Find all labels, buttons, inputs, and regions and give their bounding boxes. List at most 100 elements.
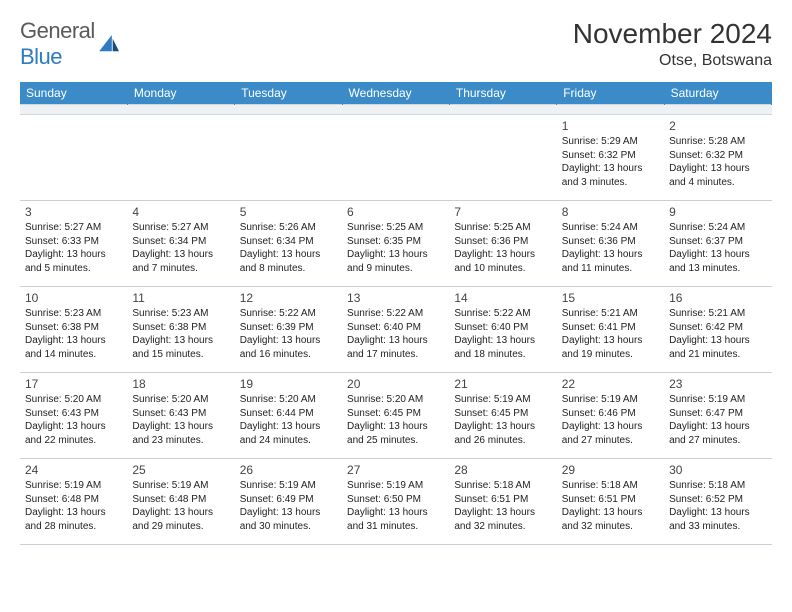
sunrise-text: Sunrise: 5:24 AM (669, 221, 766, 235)
sunset-text: Sunset: 6:49 PM (240, 493, 337, 507)
day-cell: 23Sunrise: 5:19 AMSunset: 6:47 PMDayligh… (664, 373, 771, 459)
day-cell: 10Sunrise: 5:23 AMSunset: 6:38 PMDayligh… (20, 287, 127, 373)
day-cell: 20Sunrise: 5:20 AMSunset: 6:45 PMDayligh… (342, 373, 449, 459)
sunrise-text: Sunrise: 5:19 AM (132, 479, 229, 493)
day-cell: 11Sunrise: 5:23 AMSunset: 6:38 PMDayligh… (127, 287, 234, 373)
sunset-text: Sunset: 6:46 PM (562, 407, 659, 421)
daylight-text: Daylight: 13 hours and 5 minutes. (25, 248, 122, 275)
day-cell (20, 115, 127, 201)
daylight-text: Daylight: 13 hours and 26 minutes. (454, 420, 551, 447)
sail-icon (99, 35, 121, 53)
day-cell: 15Sunrise: 5:21 AMSunset: 6:41 PMDayligh… (557, 287, 664, 373)
sunrise-text: Sunrise: 5:19 AM (454, 393, 551, 407)
sunset-text: Sunset: 6:51 PM (562, 493, 659, 507)
sunrise-text: Sunrise: 5:18 AM (669, 479, 766, 493)
day-number: 18 (132, 376, 229, 392)
spacer-row (20, 105, 772, 115)
title-block: November 2024 Otse, Botswana (573, 18, 772, 70)
day-number: 23 (669, 376, 766, 392)
sunset-text: Sunset: 6:43 PM (132, 407, 229, 421)
sunrise-text: Sunrise: 5:27 AM (132, 221, 229, 235)
day-number: 11 (132, 290, 229, 306)
daylight-text: Daylight: 13 hours and 27 minutes. (562, 420, 659, 447)
day-number: 15 (562, 290, 659, 306)
day-cell: 9Sunrise: 5:24 AMSunset: 6:37 PMDaylight… (664, 201, 771, 287)
sunset-text: Sunset: 6:48 PM (25, 493, 122, 507)
day-number: 7 (454, 204, 551, 220)
week-row: 10Sunrise: 5:23 AMSunset: 6:38 PMDayligh… (20, 287, 772, 373)
day-number: 24 (25, 462, 122, 478)
day-cell: 2Sunrise: 5:28 AMSunset: 6:32 PMDaylight… (664, 115, 771, 201)
daylight-text: Daylight: 13 hours and 31 minutes. (347, 506, 444, 533)
day-number: 22 (562, 376, 659, 392)
week-row: 17Sunrise: 5:20 AMSunset: 6:43 PMDayligh… (20, 373, 772, 459)
day-number: 1 (562, 118, 659, 134)
sunrise-text: Sunrise: 5:27 AM (25, 221, 122, 235)
sunset-text: Sunset: 6:44 PM (240, 407, 337, 421)
daylight-text: Daylight: 13 hours and 13 minutes. (669, 248, 766, 275)
sunrise-text: Sunrise: 5:19 AM (25, 479, 122, 493)
month-title: November 2024 (573, 18, 772, 50)
day-cell (127, 115, 234, 201)
sunset-text: Sunset: 6:51 PM (454, 493, 551, 507)
dayhead-wednesday: Wednesday (342, 82, 449, 105)
day-number: 13 (347, 290, 444, 306)
daylight-text: Daylight: 13 hours and 8 minutes. (240, 248, 337, 275)
sunset-text: Sunset: 6:32 PM (562, 149, 659, 163)
day-cell: 1Sunrise: 5:29 AMSunset: 6:32 PMDaylight… (557, 115, 664, 201)
sunrise-text: Sunrise: 5:19 AM (347, 479, 444, 493)
sunset-text: Sunset: 6:42 PM (669, 321, 766, 335)
sunset-text: Sunset: 6:33 PM (25, 235, 122, 249)
sunrise-text: Sunrise: 5:21 AM (669, 307, 766, 321)
sunrise-text: Sunrise: 5:20 AM (240, 393, 337, 407)
sunrise-text: Sunrise: 5:18 AM (454, 479, 551, 493)
day-cell: 22Sunrise: 5:19 AMSunset: 6:46 PMDayligh… (557, 373, 664, 459)
day-number: 3 (25, 204, 122, 220)
dayhead-friday: Friday (557, 82, 664, 105)
day-number: 6 (347, 204, 444, 220)
day-cell: 26Sunrise: 5:19 AMSunset: 6:49 PMDayligh… (235, 459, 342, 545)
day-cell (342, 115, 449, 201)
sunset-text: Sunset: 6:50 PM (347, 493, 444, 507)
calendar-table: Sunday Monday Tuesday Wednesday Thursday… (20, 82, 772, 545)
sunset-text: Sunset: 6:40 PM (454, 321, 551, 335)
sunrise-text: Sunrise: 5:24 AM (562, 221, 659, 235)
daylight-text: Daylight: 13 hours and 27 minutes. (669, 420, 766, 447)
day-cell: 4Sunrise: 5:27 AMSunset: 6:34 PMDaylight… (127, 201, 234, 287)
day-cell: 25Sunrise: 5:19 AMSunset: 6:48 PMDayligh… (127, 459, 234, 545)
sunset-text: Sunset: 6:45 PM (454, 407, 551, 421)
daylight-text: Daylight: 13 hours and 17 minutes. (347, 334, 444, 361)
day-number: 25 (132, 462, 229, 478)
dayhead-monday: Monday (127, 82, 234, 105)
sunrise-text: Sunrise: 5:29 AM (562, 135, 659, 149)
day-number: 8 (562, 204, 659, 220)
day-number: 14 (454, 290, 551, 306)
daylight-text: Daylight: 13 hours and 18 minutes. (454, 334, 551, 361)
day-cell: 29Sunrise: 5:18 AMSunset: 6:51 PMDayligh… (557, 459, 664, 545)
daylight-text: Daylight: 13 hours and 15 minutes. (132, 334, 229, 361)
daylight-text: Daylight: 13 hours and 29 minutes. (132, 506, 229, 533)
daylight-text: Daylight: 13 hours and 10 minutes. (454, 248, 551, 275)
dayhead-saturday: Saturday (664, 82, 771, 105)
day-number: 21 (454, 376, 551, 392)
day-number: 20 (347, 376, 444, 392)
day-cell: 24Sunrise: 5:19 AMSunset: 6:48 PMDayligh… (20, 459, 127, 545)
daylight-text: Daylight: 13 hours and 30 minutes. (240, 506, 337, 533)
sunrise-text: Sunrise: 5:19 AM (669, 393, 766, 407)
day-cell: 19Sunrise: 5:20 AMSunset: 6:44 PMDayligh… (235, 373, 342, 459)
location: Otse, Botswana (573, 52, 772, 70)
daylight-text: Daylight: 13 hours and 25 minutes. (347, 420, 444, 447)
day-cell (235, 115, 342, 201)
day-cell: 3Sunrise: 5:27 AMSunset: 6:33 PMDaylight… (20, 201, 127, 287)
day-cell: 12Sunrise: 5:22 AMSunset: 6:39 PMDayligh… (235, 287, 342, 373)
day-number: 28 (454, 462, 551, 478)
logo-word2: Blue (20, 44, 62, 69)
sunset-text: Sunset: 6:52 PM (669, 493, 766, 507)
day-cell: 14Sunrise: 5:22 AMSunset: 6:40 PMDayligh… (449, 287, 556, 373)
week-row: 24Sunrise: 5:19 AMSunset: 6:48 PMDayligh… (20, 459, 772, 545)
sunset-text: Sunset: 6:36 PM (454, 235, 551, 249)
sunset-text: Sunset: 6:38 PM (25, 321, 122, 335)
sunset-text: Sunset: 6:34 PM (240, 235, 337, 249)
sunset-text: Sunset: 6:48 PM (132, 493, 229, 507)
sunrise-text: Sunrise: 5:20 AM (347, 393, 444, 407)
